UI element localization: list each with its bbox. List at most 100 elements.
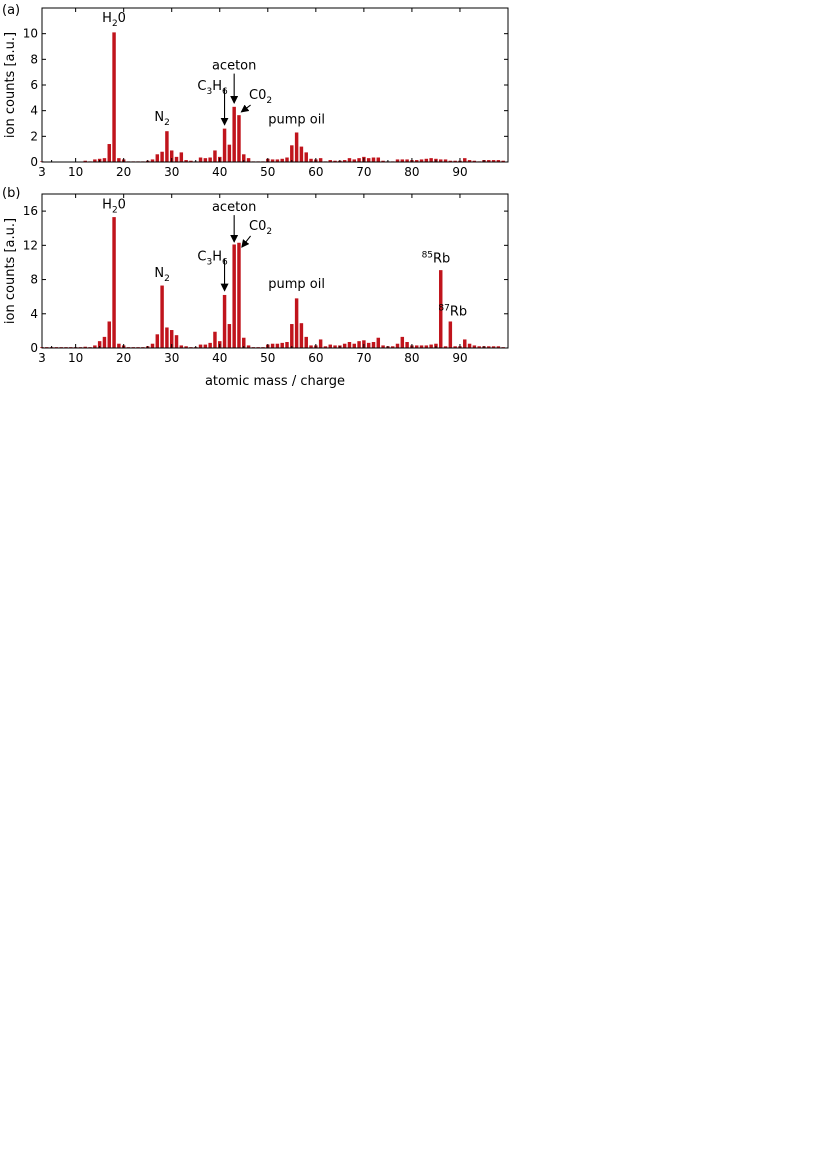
plot-frame bbox=[41, 193, 509, 349]
bar-mass-62 bbox=[323, 346, 328, 348]
y-tick-label: 0 bbox=[30, 155, 38, 169]
bar-mass-88 bbox=[448, 321, 453, 348]
y-tick-label: 6 bbox=[30, 78, 38, 92]
bar-mass-63 bbox=[328, 160, 332, 162]
bar-mass-91 bbox=[463, 158, 467, 162]
bar-mass-41 bbox=[222, 128, 227, 162]
bar-mass-86 bbox=[439, 270, 443, 348]
bar-mass-89 bbox=[453, 160, 457, 162]
bar-mass-33 bbox=[184, 160, 188, 162]
bar-mass-96 bbox=[487, 160, 491, 162]
x-tick-label: 10 bbox=[68, 165, 83, 179]
bar-mass-83 bbox=[424, 345, 429, 348]
bar-mass-26 bbox=[150, 343, 155, 348]
bar-mass-43 bbox=[232, 106, 236, 162]
bar-mass-82 bbox=[419, 345, 424, 348]
bar-mass-37 bbox=[203, 344, 208, 348]
bar-mass-56 bbox=[294, 132, 299, 162]
x-tick-label: 70 bbox=[356, 165, 371, 179]
bar-mass-51 bbox=[270, 343, 275, 348]
bar-mass-74 bbox=[381, 345, 385, 348]
bar-mass-81 bbox=[414, 160, 419, 162]
bar-mass-81 bbox=[414, 345, 419, 348]
bar-mass-97 bbox=[491, 346, 496, 348]
x-tick-label: 40 bbox=[212, 351, 227, 365]
bar-mass-19 bbox=[117, 158, 121, 162]
bar-mass-54 bbox=[285, 157, 289, 162]
x-tick-label: 60 bbox=[308, 351, 323, 365]
y-tick-label: 4 bbox=[30, 307, 38, 321]
bar-mass-27 bbox=[155, 334, 160, 348]
bar-mass-26 bbox=[150, 159, 155, 162]
bar-mass-51 bbox=[270, 159, 275, 162]
y-tick-label: 0 bbox=[30, 341, 38, 355]
plot-frame bbox=[41, 7, 509, 163]
bar-mass-57 bbox=[299, 146, 304, 162]
x-tick-label: 40 bbox=[212, 165, 227, 179]
bar-mass-84 bbox=[429, 344, 433, 348]
peak-annotation: C02 bbox=[249, 219, 272, 237]
y-axis-label: ion counts [a.u.] bbox=[3, 32, 18, 138]
x-tick-label: 50 bbox=[260, 165, 275, 179]
bar-mass-44 bbox=[237, 115, 241, 162]
x-tick-label: 3 bbox=[38, 351, 46, 365]
bar-mass-57 bbox=[299, 323, 304, 348]
bar-mass-71 bbox=[366, 158, 371, 162]
bar-mass-18 bbox=[112, 32, 116, 162]
bar-mass-73 bbox=[376, 157, 381, 162]
peak-annotation: 87Rb bbox=[438, 303, 467, 319]
bar-mass-29 bbox=[165, 327, 169, 348]
bar-mass-61 bbox=[318, 158, 323, 162]
bar-mass-61 bbox=[318, 339, 323, 348]
bar-mass-69 bbox=[357, 341, 361, 348]
bar-mass-44 bbox=[237, 242, 241, 348]
y-tick-label: 10 bbox=[23, 27, 38, 41]
x-tick-label: 20 bbox=[116, 165, 131, 179]
y-tick-label: 2 bbox=[30, 129, 38, 143]
bar-mass-66 bbox=[342, 343, 347, 348]
bar-mass-28 bbox=[160, 151, 164, 162]
bar-mass-94 bbox=[477, 346, 481, 348]
bar-mass-83 bbox=[424, 158, 429, 162]
bar-mass-96 bbox=[487, 346, 491, 348]
y-tick-label: 12 bbox=[23, 238, 38, 252]
x-tick-label: 30 bbox=[164, 351, 179, 365]
bar-mass-46 bbox=[246, 158, 251, 162]
bar-mass-87 bbox=[443, 159, 448, 162]
bar-mass-58 bbox=[304, 152, 308, 163]
bar-mass-59 bbox=[309, 158, 313, 162]
bar-mass-76 bbox=[390, 346, 395, 348]
bar-mass-32 bbox=[179, 152, 184, 163]
bar-mass-37 bbox=[203, 158, 208, 162]
bar-mass-87 bbox=[443, 346, 448, 348]
bar-mass-88 bbox=[448, 160, 453, 162]
bar-mass-46 bbox=[246, 345, 251, 348]
bar-mass-28 bbox=[160, 285, 164, 348]
bar-mass-12 bbox=[83, 160, 87, 162]
bar-mass-97 bbox=[491, 160, 496, 162]
panel-label: (a) bbox=[2, 3, 20, 18]
bar-mass-45 bbox=[242, 337, 246, 348]
bar-mass-77 bbox=[395, 159, 400, 162]
bar-mass-72 bbox=[371, 157, 376, 162]
bar-mass-29 bbox=[165, 131, 169, 162]
y-tick-label: 8 bbox=[30, 52, 38, 66]
bar-mass-38 bbox=[208, 157, 212, 162]
bar-mass-82 bbox=[419, 159, 424, 162]
x-tick-label: 90 bbox=[452, 165, 467, 179]
bar-mass-74 bbox=[381, 160, 385, 162]
bar-mass-16 bbox=[102, 336, 107, 348]
bar-mass-92 bbox=[467, 160, 472, 162]
bar-mass-33 bbox=[184, 346, 188, 348]
bar-mass-66 bbox=[342, 160, 347, 162]
bar-mass-30 bbox=[169, 150, 174, 162]
bar-mass-53 bbox=[280, 342, 284, 348]
x-tick-label: 50 bbox=[260, 351, 275, 365]
x-tick-label: 10 bbox=[68, 351, 83, 365]
bar-mass-93 bbox=[472, 345, 477, 348]
peak-annotation: C3H6 bbox=[197, 79, 228, 97]
bar-mass-42 bbox=[227, 144, 232, 162]
bar-mass-89 bbox=[453, 346, 457, 348]
x-tick-label: 70 bbox=[356, 351, 371, 365]
